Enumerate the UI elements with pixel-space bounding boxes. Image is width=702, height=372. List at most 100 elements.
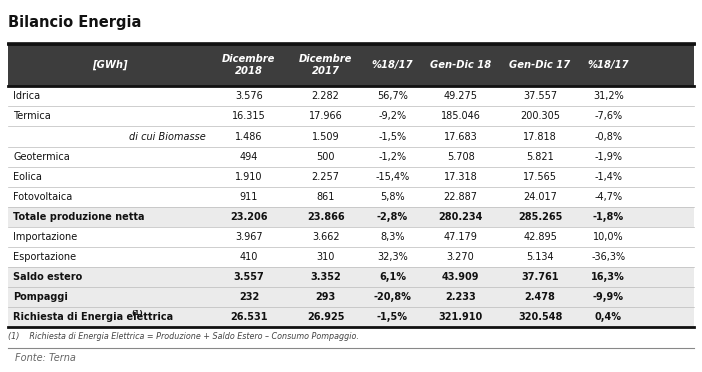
Bar (8, 86, 694, 106)
Bar (8, 287, 694, 307)
Text: 911: 911 (239, 192, 258, 202)
Text: 5.821: 5.821 (526, 152, 554, 161)
Text: -0,8%: -0,8% (595, 132, 622, 141)
Text: Pompaggi: Pompaggi (13, 292, 68, 302)
Text: 2.233: 2.233 (445, 292, 476, 302)
Bar (8, 247, 694, 267)
Bar (8, 307, 694, 327)
Text: 17.966: 17.966 (309, 112, 343, 121)
Text: Dicembre
2017: Dicembre 2017 (299, 54, 352, 76)
Text: 0,4%: 0,4% (595, 312, 622, 322)
Text: %18/17: %18/17 (371, 60, 413, 70)
Text: -2,8%: -2,8% (377, 212, 408, 222)
Text: 32,3%: 32,3% (377, 252, 408, 262)
Text: di cui Biomasse: di cui Biomasse (129, 132, 206, 141)
Text: -1,9%: -1,9% (595, 152, 622, 161)
Text: 500: 500 (317, 152, 335, 161)
Text: 23.206: 23.206 (230, 212, 267, 222)
Bar (8, 167, 694, 187)
Text: 494: 494 (239, 152, 258, 161)
Text: 5,8%: 5,8% (380, 192, 405, 202)
Text: 42.895: 42.895 (523, 232, 557, 242)
Text: 56,7%: 56,7% (377, 92, 408, 101)
Text: 1.509: 1.509 (312, 132, 340, 141)
Text: 16,3%: 16,3% (591, 272, 625, 282)
Text: Eolica: Eolica (13, 172, 42, 182)
Text: 3.557: 3.557 (234, 272, 264, 282)
Text: -36,3%: -36,3% (591, 252, 625, 262)
Text: 2.282: 2.282 (312, 92, 340, 101)
Text: 37.557: 37.557 (523, 92, 557, 101)
Text: 3.352: 3.352 (310, 272, 341, 282)
Text: 31,2%: 31,2% (593, 92, 623, 101)
Text: 1.910: 1.910 (235, 172, 263, 182)
Text: 293: 293 (315, 292, 336, 302)
Text: 2.257: 2.257 (312, 172, 340, 182)
Text: 1.486: 1.486 (235, 132, 263, 141)
Text: Bilancio Energia: Bilancio Energia (8, 15, 142, 30)
Text: 3.576: 3.576 (235, 92, 263, 101)
Text: Esportazione: Esportazione (13, 252, 77, 262)
Text: Saldo estero: Saldo estero (13, 272, 82, 282)
Text: Idrica: Idrica (13, 92, 40, 101)
Text: 200.305: 200.305 (520, 112, 560, 121)
Text: -4,7%: -4,7% (594, 192, 623, 202)
Text: (1): (1) (131, 310, 143, 316)
Text: 17.318: 17.318 (444, 172, 477, 182)
Text: 47.179: 47.179 (444, 232, 477, 242)
Bar (8, 126, 694, 147)
Text: -1,5%: -1,5% (378, 132, 406, 141)
Text: 5.134: 5.134 (526, 252, 554, 262)
Text: Fonte: Terna: Fonte: Terna (15, 353, 77, 363)
Text: 861: 861 (317, 192, 335, 202)
Text: 310: 310 (317, 252, 335, 262)
Text: Dicembre
2018: Dicembre 2018 (223, 54, 276, 76)
Text: -1,8%: -1,8% (592, 212, 624, 222)
Text: 232: 232 (239, 292, 259, 302)
Text: -1,5%: -1,5% (377, 312, 408, 322)
Text: 285.265: 285.265 (518, 212, 562, 222)
Text: -9,9%: -9,9% (592, 292, 624, 302)
Text: 5.708: 5.708 (446, 152, 475, 161)
Text: 37.761: 37.761 (522, 272, 559, 282)
Text: 22.887: 22.887 (444, 192, 477, 202)
Text: Totale produzione netta: Totale produzione netta (13, 212, 145, 222)
Text: 49.275: 49.275 (444, 92, 477, 101)
Text: -7,6%: -7,6% (594, 112, 623, 121)
Text: 321.910: 321.910 (439, 312, 483, 322)
Bar (8, 227, 694, 247)
Text: 3.967: 3.967 (235, 232, 263, 242)
Text: Termica: Termica (13, 112, 51, 121)
Text: 24.017: 24.017 (523, 192, 557, 202)
Text: Geotermica: Geotermica (13, 152, 70, 161)
Text: Gen-Dic 18: Gen-Dic 18 (430, 60, 491, 70)
Text: -1,4%: -1,4% (595, 172, 622, 182)
Text: -20,8%: -20,8% (373, 292, 411, 302)
Text: [GWh]: [GWh] (92, 60, 127, 70)
Text: 17.818: 17.818 (523, 132, 557, 141)
Text: 26.925: 26.925 (307, 312, 345, 322)
Bar (8, 106, 694, 126)
Text: 3.662: 3.662 (312, 232, 340, 242)
Text: 23.866: 23.866 (307, 212, 345, 222)
Text: %18/17: %18/17 (588, 60, 629, 70)
Bar (8, 267, 694, 287)
Text: 8,3%: 8,3% (380, 232, 404, 242)
Text: 410: 410 (239, 252, 258, 262)
Text: -9,2%: -9,2% (378, 112, 406, 121)
Text: Fotovoltaica: Fotovoltaica (13, 192, 72, 202)
Text: 10,0%: 10,0% (593, 232, 623, 242)
Bar (8, 187, 694, 207)
Bar (8, 207, 694, 227)
Text: Gen-Dic 17: Gen-Dic 17 (510, 60, 571, 70)
Text: 17.565: 17.565 (523, 172, 557, 182)
Text: 185.046: 185.046 (441, 112, 481, 121)
Text: (1)    Richiesta di Energia Elettrica = Produzione + Saldo Estero – Consumo Pomp: (1) Richiesta di Energia Elettrica = Pro… (8, 332, 359, 341)
Text: 6,1%: 6,1% (379, 272, 406, 282)
Text: 3.270: 3.270 (446, 252, 475, 262)
Text: -15,4%: -15,4% (376, 172, 409, 182)
Text: 43.909: 43.909 (442, 272, 479, 282)
Text: 17.683: 17.683 (444, 132, 477, 141)
Bar (8, 147, 694, 167)
Text: 320.548: 320.548 (518, 312, 562, 322)
